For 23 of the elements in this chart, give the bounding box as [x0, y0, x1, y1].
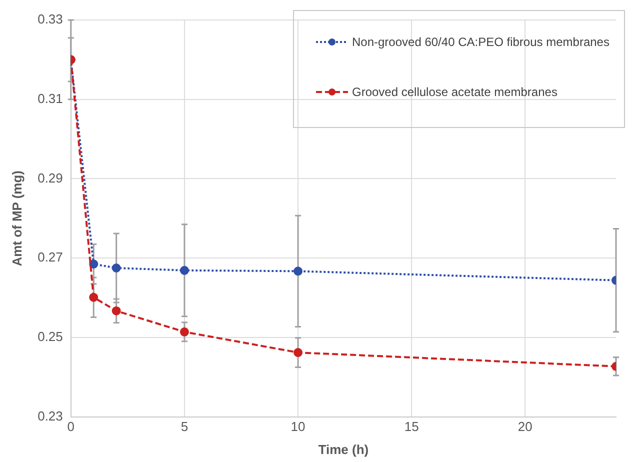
point	[112, 264, 121, 272]
y-tick-label: 0.31	[38, 90, 63, 106]
point	[294, 348, 303, 358]
x-tick-label: 10	[290, 419, 306, 434]
point	[89, 260, 98, 269]
point	[112, 306, 121, 316]
legend-label: Grooved cellulose acetate membranes	[352, 85, 558, 99]
y-tick-label: 0.27	[38, 250, 63, 265]
point	[294, 266, 303, 276]
legend-label: Non-grooved 60/40 CA:PEO fibrous membranes	[352, 35, 610, 49]
y-tick-label: 0.23	[38, 408, 63, 424]
x-tick-label: 15	[404, 419, 419, 434]
point	[180, 327, 189, 336]
y-tick-label: 0.25	[38, 329, 63, 344]
y-tick-label: 0.33	[38, 12, 63, 27]
point	[180, 266, 189, 275]
point	[89, 292, 98, 302]
x-tick-label: 5	[180, 419, 188, 434]
x-tick-label: 0	[67, 419, 75, 434]
y-axis-title: Amt of MP (mg)	[9, 170, 24, 266]
x-tick-label: 20	[518, 419, 532, 434]
y-tick-label: 0.29	[38, 170, 63, 186]
x-axis-title: Time (h)	[318, 442, 369, 457]
